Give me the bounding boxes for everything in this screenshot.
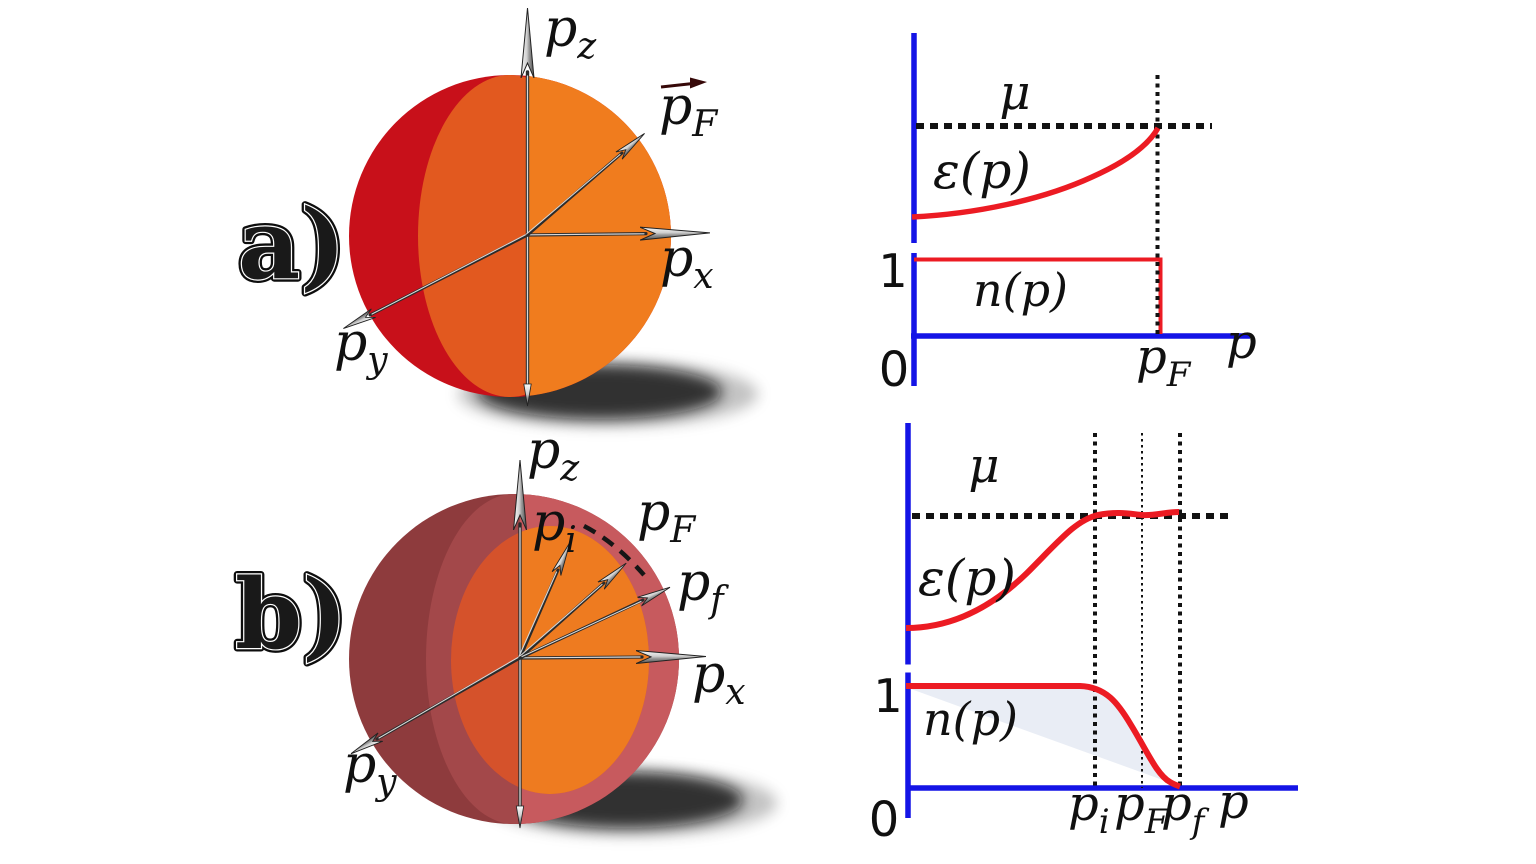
x-pF-b-base: p	[1114, 776, 1145, 832]
plot-a-x-pF-label: pF	[1136, 329, 1192, 395]
vector-overbar-arrow-icon	[660, 77, 707, 89]
px-b-base: p	[692, 645, 725, 705]
py-base: p	[334, 313, 367, 373]
px-b-sub: x	[725, 672, 745, 713]
plot-a-mu-label: μ	[999, 65, 1030, 121]
plot-a-x-p-label: p	[1226, 314, 1257, 370]
plot-b-mu-label: μ	[968, 438, 999, 494]
plot-a-epsilon-label: ε(p)	[933, 142, 1031, 200]
pF-b-sub: F	[669, 510, 697, 551]
px-axis-highlight	[529, 233, 645, 236]
pi-base: p	[532, 493, 565, 553]
pf-base: p	[677, 553, 710, 613]
sphere-a-py-label: py	[334, 313, 388, 381]
panel-a-plot: μ ε(p) n(p) 1 0 pF p	[878, 33, 1257, 398]
panel-b-plot: μ ε(p) n(p) 1 0 pi pF pf p	[869, 423, 1298, 848]
x-pi-sub: i	[1099, 802, 1110, 842]
plot-b-n-shaded-wedge	[911, 689, 1171, 783]
py-axis-b-highlight	[378, 656, 519, 739]
panel-a-letter: a)	[238, 188, 346, 301]
pz-bottom-spike	[523, 383, 532, 407]
plot-a-n-label: n(p)	[973, 263, 1068, 317]
pf-arrow-highlight	[521, 600, 642, 658]
plot-b-epsilon-curve	[905, 509, 1180, 631]
panel-b-letter-outline: b)	[235, 558, 348, 671]
x-pF-b-sub: F	[1144, 802, 1170, 842]
py-b-base: p	[343, 735, 376, 795]
pF-arrow-b-highlight	[518, 583, 603, 658]
panel-b-label: b) b)	[232, 555, 352, 675]
plot-b-x-pF-label: pF	[1114, 776, 1170, 842]
pi-sub: i	[565, 520, 577, 561]
plot-b-x-p-label: p	[1218, 774, 1249, 830]
plot-b-x-pi-label: pi	[1068, 776, 1110, 842]
pz-bottom-spike-b	[515, 805, 525, 829]
sphere-a-axes	[370, 72, 646, 407]
sphere-a-pz-label: pz	[544, 0, 597, 67]
plot-b-n-curve	[906, 683, 1181, 790]
x-pf-base: p	[1161, 776, 1192, 832]
plot-a-n-step-curve	[914, 257, 1163, 334]
pz-sub: z	[576, 26, 597, 67]
x-pi-base: p	[1068, 776, 1099, 832]
py-axis-highlight	[371, 234, 527, 315]
plot-b-tick-one: 1	[873, 669, 902, 723]
px-base: p	[660, 229, 693, 289]
pi-arrow	[518, 570, 558, 660]
plot-a-epsilon-curve	[911, 126, 1161, 220]
py-b-sub: y	[374, 762, 397, 803]
panel-a-sphere: pz px py pF a) a)	[235, 0, 758, 427]
px-axis-b-highlight	[521, 656, 641, 659]
panel-a-letter-outline: a)	[238, 188, 346, 301]
sphere-b-pf-label: pf	[677, 553, 729, 621]
pz-b-base: p	[527, 421, 560, 481]
sphere-b-pF-label: pF	[637, 483, 697, 551]
x-pF-base: p	[1136, 329, 1167, 385]
plot-b-tick-zero: 0	[869, 792, 900, 848]
plot-b-epsilon-label: ε(p)	[918, 549, 1016, 607]
px-sub: x	[693, 256, 713, 297]
pi-arrow-highlight	[518, 571, 558, 658]
plot-a-tick-one: 1	[878, 244, 907, 298]
sphere-b-pz-label: pz	[527, 421, 580, 489]
pF-b-base: p	[637, 483, 670, 543]
pz-base: p	[544, 0, 577, 59]
sphere-b-py-label: py	[343, 735, 397, 803]
panel-b-sphere: pz pi pF pf px py b) b)	[232, 421, 777, 836]
plot-a-tick-zero: 0	[879, 342, 910, 398]
sphere-b-px-label: px	[692, 645, 746, 713]
pf-sub: f	[707, 580, 729, 621]
plot-b-n-label: n(p)	[923, 692, 1018, 746]
sphere-a-front-hemisphere	[527, 75, 671, 397]
sphere-a-px-label: px	[660, 229, 714, 297]
sphere-b-axes	[377, 524, 643, 829]
pz-b-sub: z	[559, 448, 580, 489]
x-pF-sub: F	[1166, 355, 1192, 395]
pF-dashed-arc	[582, 524, 646, 577]
x-pf-sub: f	[1189, 802, 1210, 842]
py-sub: y	[365, 340, 388, 381]
panel-b-letter: b)	[235, 558, 348, 671]
panel-a-label: a) a)	[235, 185, 350, 305]
sphere-b-pi-label: pi	[532, 493, 577, 561]
pF-vector-arrow-highlight	[525, 153, 621, 235]
pF-sub: F	[691, 104, 719, 145]
